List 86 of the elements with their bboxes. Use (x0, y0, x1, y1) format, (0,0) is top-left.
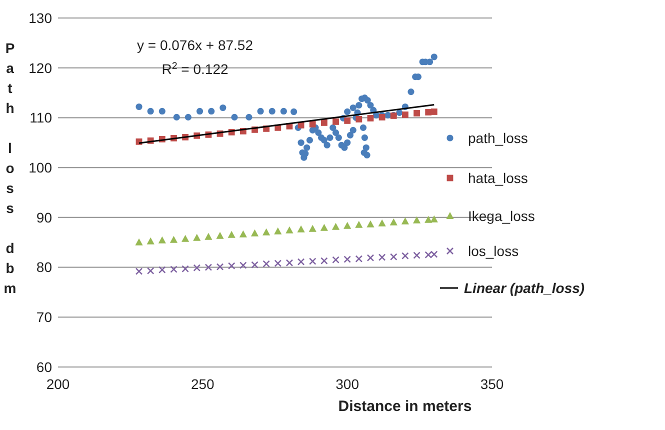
point (344, 256, 351, 263)
point (320, 257, 328, 264)
point (378, 219, 386, 226)
point (430, 250, 438, 258)
point (228, 230, 236, 238)
point (424, 216, 432, 223)
point (308, 258, 316, 265)
point (182, 265, 189, 272)
x-tick-label: 250 (190, 376, 215, 392)
point (146, 267, 154, 274)
point (390, 218, 398, 226)
y-axis-title: Path loss dbm (2, 40, 18, 300)
point (193, 234, 201, 241)
point (344, 222, 352, 229)
y-tick-label: 130 (28, 10, 52, 26)
point (239, 230, 247, 238)
x-tick-label: 200 (46, 376, 70, 392)
point (170, 236, 178, 243)
point (366, 254, 374, 262)
point (262, 228, 270, 236)
point (378, 114, 386, 120)
point (240, 262, 247, 269)
point (344, 118, 351, 124)
point (135, 268, 143, 275)
point (158, 236, 166, 244)
point (146, 237, 154, 244)
y-tick-label: 120 (28, 60, 52, 76)
point (297, 258, 305, 266)
point (355, 255, 363, 262)
legend-label: los_loss (468, 242, 519, 259)
point (320, 120, 328, 126)
y-tick-label: 90 (36, 209, 52, 226)
y-tick-label: 70 (36, 309, 52, 326)
point (430, 108, 438, 115)
point (356, 116, 362, 122)
point (332, 118, 339, 125)
point (430, 215, 438, 222)
point (274, 260, 282, 267)
point (366, 220, 374, 228)
point (286, 226, 294, 234)
point (274, 227, 282, 234)
point (412, 216, 421, 224)
point (378, 254, 386, 261)
point (228, 262, 236, 270)
point (424, 251, 432, 258)
point (332, 256, 340, 264)
point (170, 266, 178, 273)
point (216, 263, 224, 270)
point (413, 252, 420, 259)
point (308, 224, 316, 232)
point (297, 225, 305, 232)
point (367, 115, 374, 122)
point (320, 224, 328, 231)
point (135, 238, 143, 246)
point (204, 264, 212, 271)
legend-label: Ikega_loss (468, 208, 535, 224)
point (262, 260, 270, 268)
annotation: R$^{2}$ = 0.122 (162, 60, 228, 77)
x-axis-title: Distance in meters (338, 398, 472, 415)
point (355, 220, 363, 228)
point (216, 232, 224, 239)
point (204, 232, 212, 240)
point (286, 259, 294, 266)
legend-label: Linear (path_loss) (464, 280, 585, 296)
point (309, 120, 316, 128)
point (250, 229, 259, 236)
point (158, 266, 166, 274)
legend-label: path_loss (468, 130, 528, 146)
legend-label: hata_loss (468, 170, 528, 186)
point (401, 217, 409, 224)
y-tick-label: 80 (36, 259, 52, 276)
y-tick-label: 110 (30, 110, 52, 126)
point (182, 234, 190, 242)
x-tick-label: 350 (480, 376, 504, 392)
point (425, 109, 432, 116)
point (193, 264, 201, 272)
point (390, 253, 398, 260)
x-tick-label: 300 (336, 376, 360, 392)
annotation: y = 0.076x + 87.52 (137, 37, 254, 53)
point (251, 261, 258, 268)
y-tick-label: 60 (36, 358, 52, 375)
point (332, 222, 340, 230)
point (402, 252, 409, 260)
y-tick-label: 100 (28, 159, 52, 176)
point (402, 112, 408, 118)
point (414, 110, 420, 116)
